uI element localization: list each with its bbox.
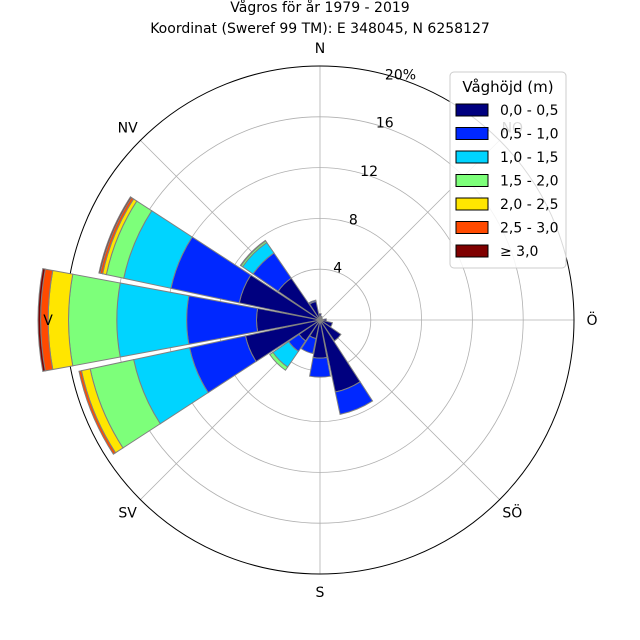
- direction-label-2: NV: [118, 121, 138, 137]
- rose-bar-14-4: [239, 239, 267, 267]
- rose-bar-7-1: [334, 381, 374, 416]
- legend-label-3: 1,0 - 1,5: [500, 150, 558, 166]
- chart-title: Vågros för år 1979 - 2019: [230, 0, 409, 16]
- legend: Våghöjd (m) 0,0 - 0,5 0,5 - 1,0 1,0 - 1,5 1…: [449, 71, 567, 269]
- legend-frame: [449, 71, 567, 269]
- direction-label-5: S: [316, 585, 325, 601]
- legend-label-1: 0,0 - 0,5: [500, 103, 558, 119]
- legend-title: Våghöjd (m): [462, 78, 553, 96]
- legend-swatch-2: [455, 127, 489, 140]
- legend-swatch-3: [455, 150, 489, 164]
- direction-label-4: SV: [118, 505, 137, 521]
- radial-tick-2: 8: [349, 212, 358, 228]
- rose-bar-13-6: [98, 196, 133, 274]
- rose-bar-12-6: [37, 268, 46, 372]
- direction-label-3: V: [43, 313, 53, 329]
- legend-label-6: 2,5 - 3,0: [500, 221, 558, 237]
- legend-label-4: 1,5 - 2,0: [500, 174, 558, 190]
- chart-subtitle: Koordinat (Sweref 99 TM): E 348045, N 62…: [150, 21, 490, 37]
- rose-bar-12-3: [68, 273, 121, 367]
- direction-label-6: SÖ: [502, 503, 522, 521]
- rose-bar-11-5: [78, 370, 117, 455]
- rose-bar-8-1: [309, 356, 331, 378]
- legend-swatch-4: [455, 174, 489, 187]
- rose-bar-9-1: [300, 335, 317, 355]
- legend-label-5: 2,0 - 2,5: [500, 197, 558, 213]
- radial-tick-labels: 4 8 12 16 20%: [333, 67, 416, 276]
- legend-swatch-7: [455, 244, 489, 258]
- radial-tick-1: 4: [333, 261, 342, 277]
- legend-swatch-1: [455, 103, 489, 117]
- rose-bar-12-2: [116, 282, 190, 358]
- grid-spoke-4: [319, 319, 500, 500]
- radial-tick-3: 12: [360, 164, 378, 180]
- radial-tick-5: 20%: [385, 67, 416, 83]
- legend-swatch-5: [455, 197, 489, 211]
- legend-label-7: ≥ 3,0: [500, 244, 538, 260]
- radial-tick-4: 16: [376, 116, 394, 132]
- rose-bar-6-0: [319, 319, 342, 342]
- direction-label-7: Ö: [586, 311, 597, 329]
- direction-label-1: N: [315, 41, 325, 57]
- legend-items: 0,0 - 0,5 0,5 - 1,0 1,0 - 1,5 1,5 - 2,0 2,0 …: [455, 103, 558, 260]
- legend-swatch-6: [455, 221, 489, 234]
- rose-bar-15-1: [308, 299, 317, 305]
- rose-bar-10-3: [269, 351, 289, 371]
- legend-label-2: 0,5 - 1,0: [500, 127, 558, 143]
- rose-bars: [37, 196, 374, 455]
